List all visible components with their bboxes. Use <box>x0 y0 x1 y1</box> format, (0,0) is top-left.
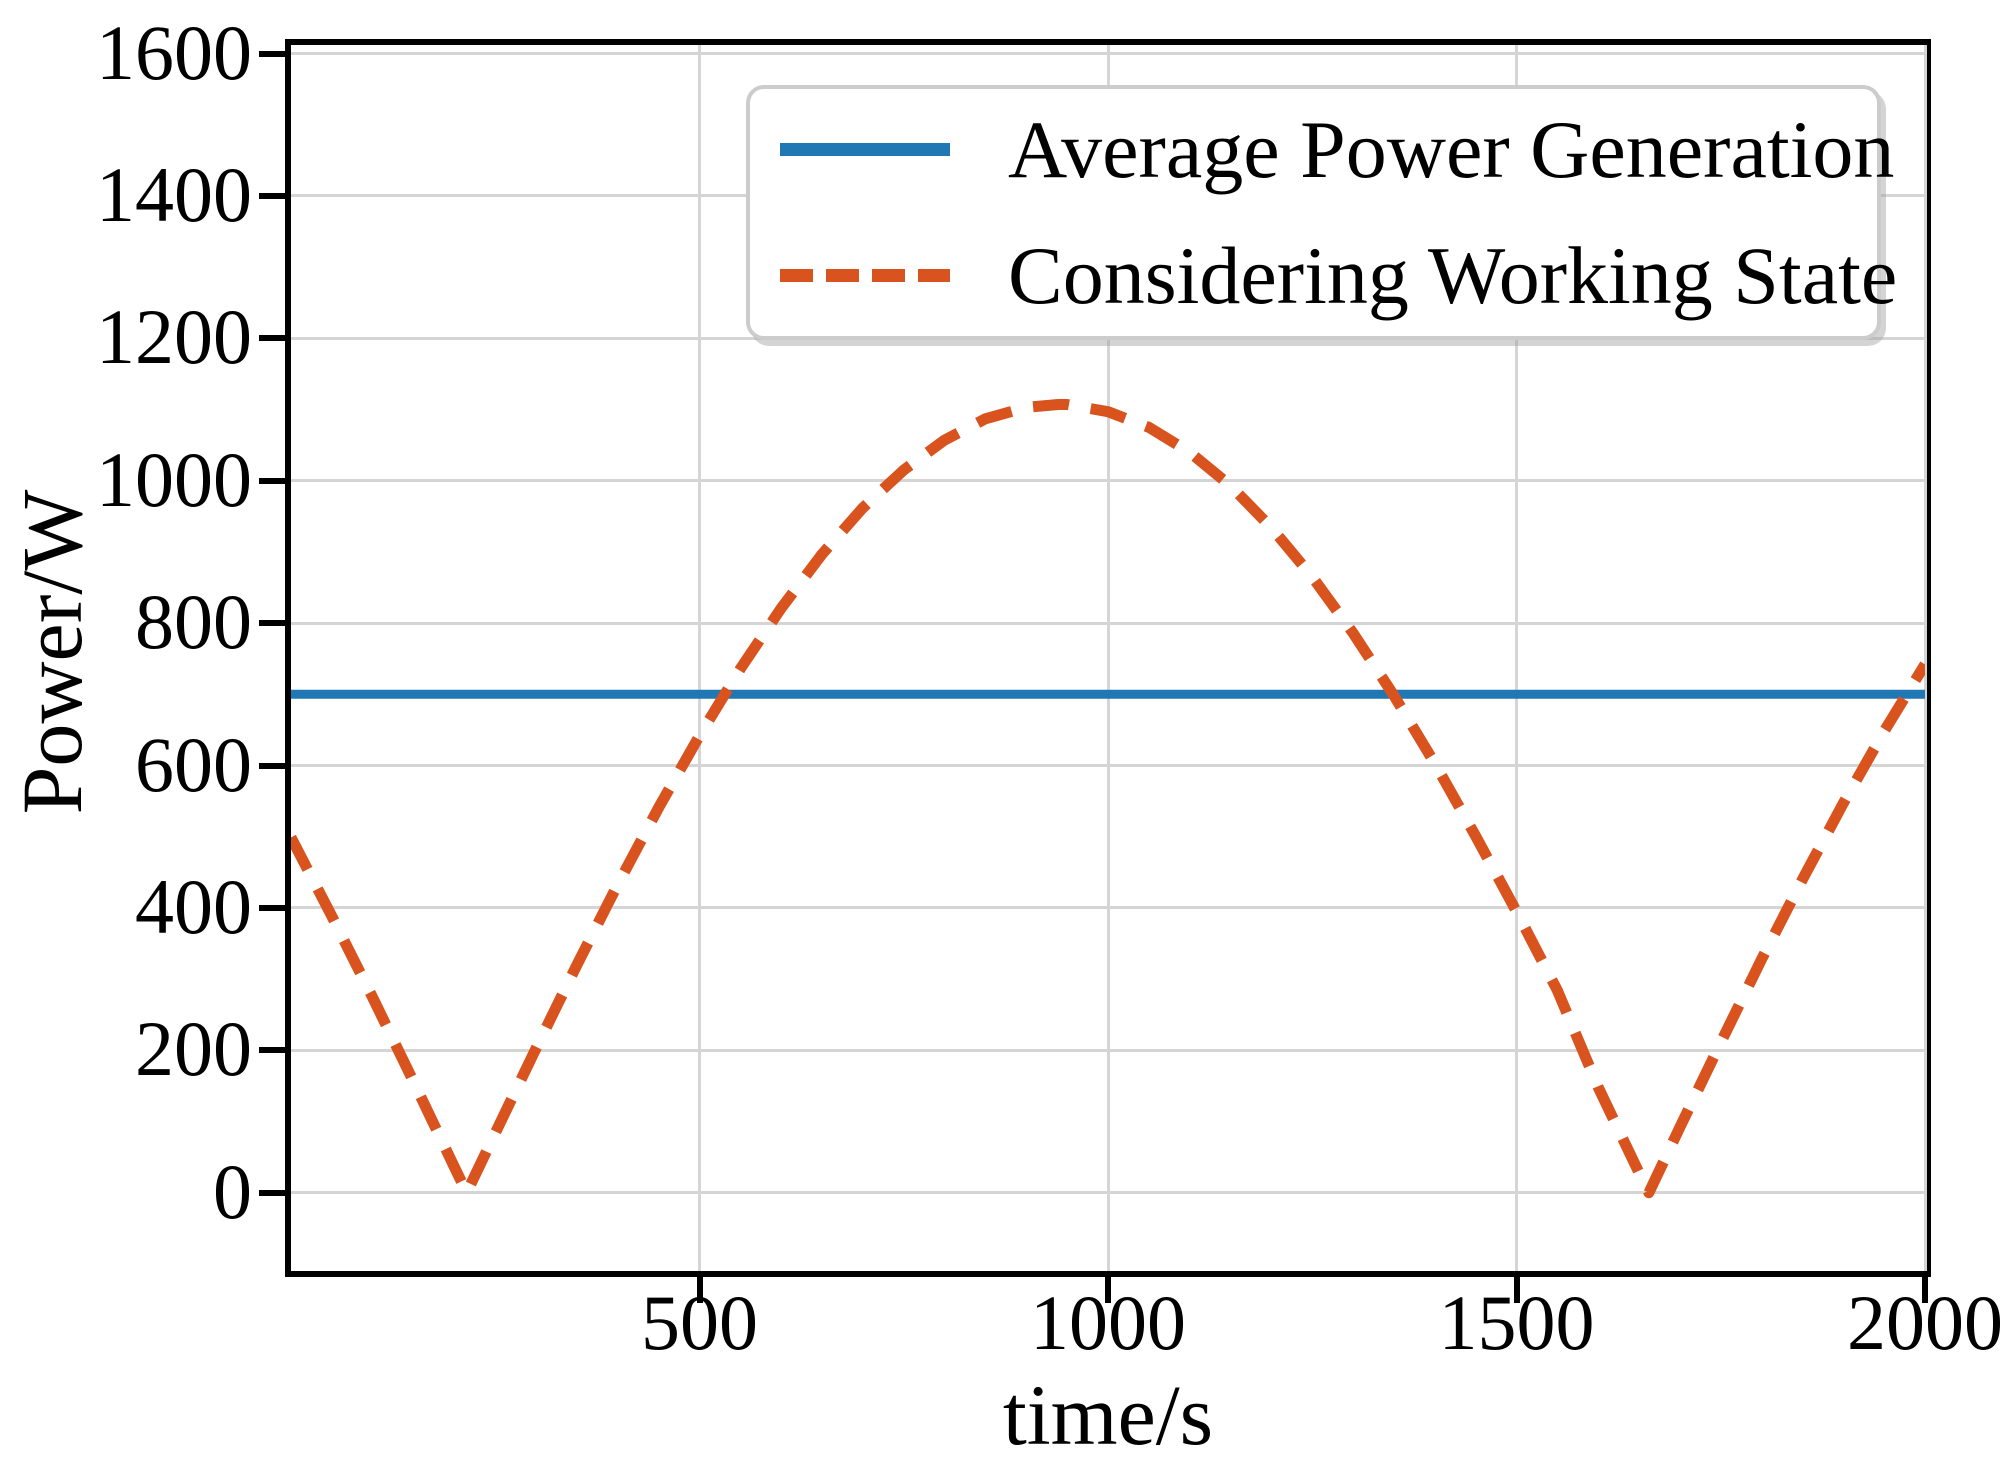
gridline-x-2000 <box>1923 45 1927 1271</box>
x-tick-1000 <box>1105 1277 1111 1303</box>
gridline-y-800 <box>291 621 1925 625</box>
y-tick-1400 <box>259 192 285 199</box>
gridline-y-200 <box>291 1048 1925 1052</box>
gridline-x-1000 <box>1106 45 1110 1271</box>
legend-row-average-power: Average Power Generation <box>780 104 1894 196</box>
y-tick-400 <box>259 904 285 911</box>
x-tick-label-1000: 1000 <box>1030 1279 1186 1366</box>
y-tick-label-200: 200 <box>135 1005 252 1093</box>
x-tick-1500 <box>1513 1277 1520 1303</box>
x-tick-label-1500: 1500 <box>1438 1279 1595 1366</box>
x-axis-label: time/s <box>1002 1367 1214 1463</box>
gridline-y-600 <box>291 764 1925 767</box>
y-tick-label-800: 800 <box>135 578 252 666</box>
y-tick-label-0: 0 <box>213 1147 252 1235</box>
x-tick-label-500: 500 <box>641 1279 758 1366</box>
x-tick-2000 <box>1922 1277 1928 1303</box>
y-tick-0 <box>259 1189 285 1196</box>
y-tick-label-1200: 1200 <box>96 293 252 381</box>
series-considering-working-state-line <box>291 399 1925 1199</box>
series-layer <box>291 399 1925 1199</box>
legend-swatch-solid-line <box>780 143 950 156</box>
y-tick-200 <box>259 1047 285 1054</box>
y-tick-1200 <box>259 335 285 342</box>
y-tick-600 <box>259 762 285 769</box>
y-tick-label-1000: 1000 <box>96 435 252 523</box>
legend: Average Power Generation Considering Wor… <box>746 85 1897 340</box>
x-tick-500 <box>696 1277 703 1303</box>
y-tick-label-600: 600 <box>135 720 252 808</box>
gridline-y-400 <box>291 906 1925 910</box>
gridline-x-500 <box>698 45 701 1271</box>
gridline-y-1600 <box>291 52 1925 56</box>
legend-label-considering-working-state: Considering Working State <box>1008 229 1898 321</box>
legend-swatch-dashed-line <box>780 269 950 282</box>
y-axis-label: Power/W <box>4 489 100 815</box>
gridline-y-0 <box>291 1191 1925 1195</box>
y-tick-label-1600: 1600 <box>96 8 252 96</box>
y-tick-1600 <box>259 50 285 57</box>
gridline-x-1500 <box>1515 45 1518 1271</box>
y-tick-label-1400: 1400 <box>96 150 252 238</box>
gridline-y-1000 <box>291 479 1925 483</box>
y-tick-1000 <box>259 477 285 484</box>
y-tick-800 <box>259 620 285 627</box>
x-tick-label-2000: 2000 <box>1847 1279 2003 1366</box>
plot-area: Average Power Generation Considering Wor… <box>285 39 1931 1277</box>
y-tick-label-400: 400 <box>135 862 252 950</box>
legend-row-considering-working-state: Considering Working State <box>780 230 1897 322</box>
legend-label-average-power: Average Power Generation <box>1008 103 1895 195</box>
